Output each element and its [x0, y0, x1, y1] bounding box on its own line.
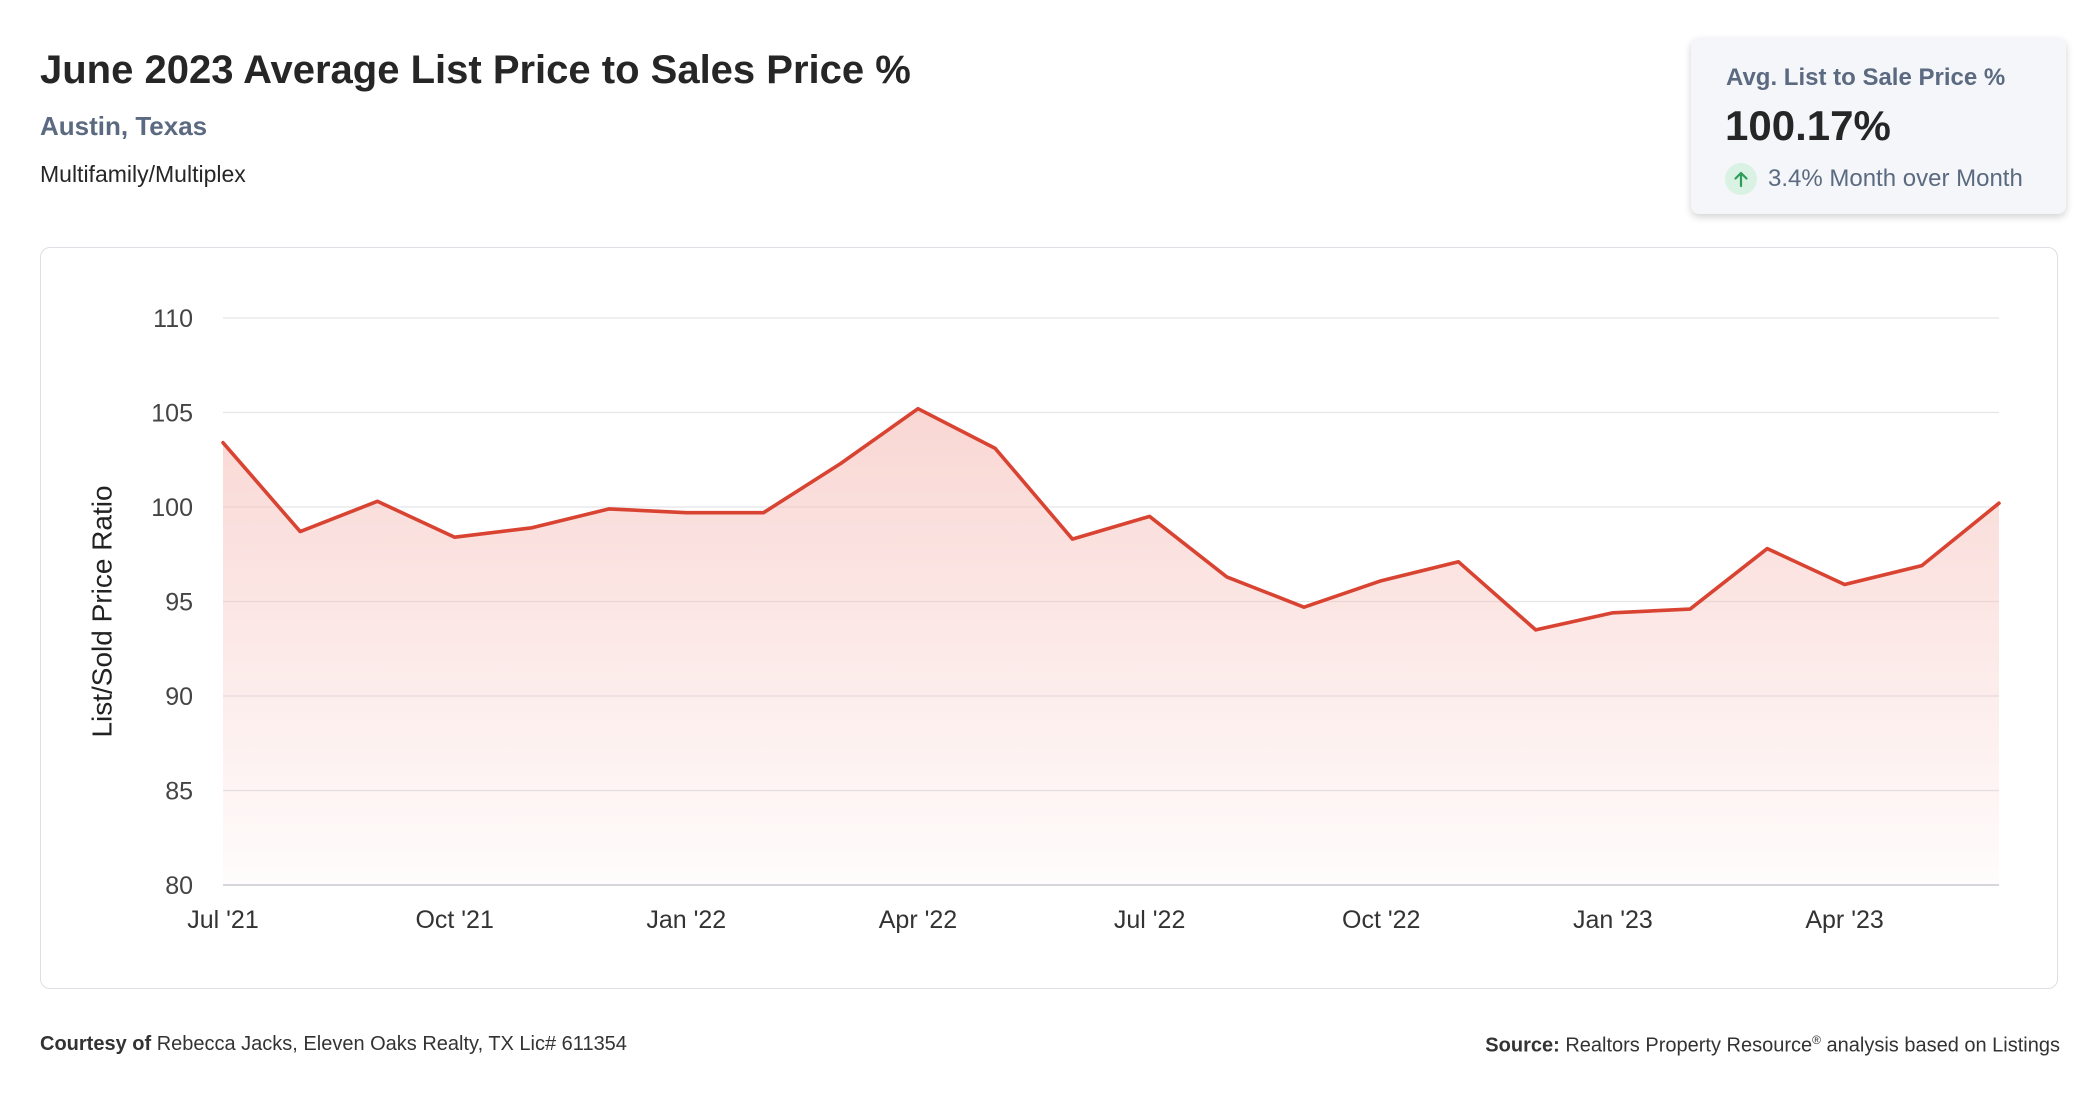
y-tick-label: 85: [165, 778, 193, 806]
area-fill: [223, 408, 1999, 885]
data-point[interactable]: Jul '21: 103.4: [217, 437, 229, 449]
data-point[interactable]: Apr '23: 95.9: [1839, 578, 1851, 590]
y-tick-label: 95: [165, 589, 193, 617]
y-tick-label: 110: [153, 305, 193, 333]
x-tick-label: Apr '22: [879, 906, 957, 934]
source-text-suffix: analysis based on Listings: [1820, 1034, 2061, 1057]
data-point[interactable]: Feb '23: 94.6: [1684, 603, 1696, 615]
arrow-up-icon: [1725, 163, 1757, 195]
data-point[interactable]: Dec '21: 99.9: [603, 503, 615, 515]
y-axis-label: List/Sold Price Ratio: [86, 485, 117, 737]
source-text: Realtors Property Resource: [1565, 1034, 1813, 1057]
kpi-label: Avg. List to Sale Price %: [1726, 64, 2006, 91]
x-tick-label: Jul '22: [1114, 906, 1185, 934]
x-tick-label: Jan '22: [646, 906, 726, 934]
registered-mark: ®: [1812, 1033, 1821, 1047]
y-tick-label: 105: [151, 400, 193, 428]
data-point[interactable]: Oct '22: 96.1: [1375, 575, 1387, 587]
data-point[interactable]: Jan '23: 94.4: [1607, 607, 1619, 619]
data-point[interactable]: Aug '21: 98.7: [294, 526, 306, 538]
source-label: Source:: [1485, 1034, 1560, 1057]
line-chart: Jul '21: 103.4 Aug '21: 98.7 Sep '21: 100.…: [86, 305, 2005, 934]
kpi-card: Avg. List to Sale Price % 100.17% 3.4% M…: [1691, 38, 2066, 214]
y-tick-label: 80: [165, 872, 193, 900]
x-tick-label: Apr '23: [1805, 906, 1883, 934]
data-point[interactable]: Sep '22: 94.7: [1298, 601, 1310, 613]
y-tick-label: 90: [165, 683, 193, 711]
x-tick-label: Oct '21: [415, 906, 493, 934]
data-point[interactable]: May '22: 103.1: [989, 442, 1001, 454]
data-point[interactable]: Dec '22: 93.5: [1530, 624, 1542, 636]
courtesy-footer: Courtesy of Rebecca Jacks, Eleven Oaks R…: [40, 1033, 627, 1056]
chart-container: Jul '21: 103.4 Aug '21: 98.7 Sep '21: 100.…: [40, 247, 2058, 989]
data-point[interactable]: Apr '22: 105.2: [912, 403, 924, 415]
data-point[interactable]: May '23: 96.9: [1916, 560, 1928, 572]
kpi-change: 3.4% Month over Month: [1725, 163, 2023, 195]
data-point[interactable]: Nov '21: 98.9: [526, 522, 538, 534]
data-point[interactable]: Jul '22: 99.5: [1144, 510, 1156, 522]
data-point[interactable]: Jan '22: 99.7: [680, 507, 692, 519]
x-tick-label: Jul '21: [187, 906, 258, 934]
data-point[interactable]: Mar '22: 102.3: [835, 458, 847, 470]
kpi-value: 100.17%: [1725, 102, 1891, 149]
data-point[interactable]: Jun '23: 100.2: [1993, 497, 2005, 509]
kpi-change-text: 3.4% Month over Month: [1768, 165, 2023, 192]
data-point[interactable]: Jun '22: 98.3: [1066, 533, 1078, 545]
data-point[interactable]: Sep '21: 100.3: [371, 495, 383, 507]
source-footer: Source: Realtors Property Resource® anal…: [1485, 1033, 2060, 1058]
data-point[interactable]: Aug '22: 96.3: [1221, 571, 1233, 583]
page-title: June 2023 Average List Price to Sales Pr…: [40, 48, 911, 92]
y-tick-label: 100: [151, 494, 193, 522]
courtesy-label: Courtesy of: [40, 1033, 152, 1055]
data-point[interactable]: Oct '21: 98.4: [449, 531, 461, 543]
data-point[interactable]: Mar '23: 97.8: [1761, 543, 1773, 555]
x-tick-label: Jan '23: [1573, 906, 1653, 934]
data-point[interactable]: Nov '22: 97.1: [1452, 556, 1464, 568]
courtesy-text: Rebecca Jacks, Eleven Oaks Realty, TX Li…: [156, 1033, 627, 1055]
location-label: Austin, Texas: [40, 111, 208, 141]
series-line: [221, 406, 2001, 632]
data-point[interactable]: Feb '22: 99.7: [758, 507, 770, 519]
property-category-label: Multifamily/Multiplex: [40, 161, 246, 187]
x-tick-label: Oct '22: [1342, 906, 1420, 934]
